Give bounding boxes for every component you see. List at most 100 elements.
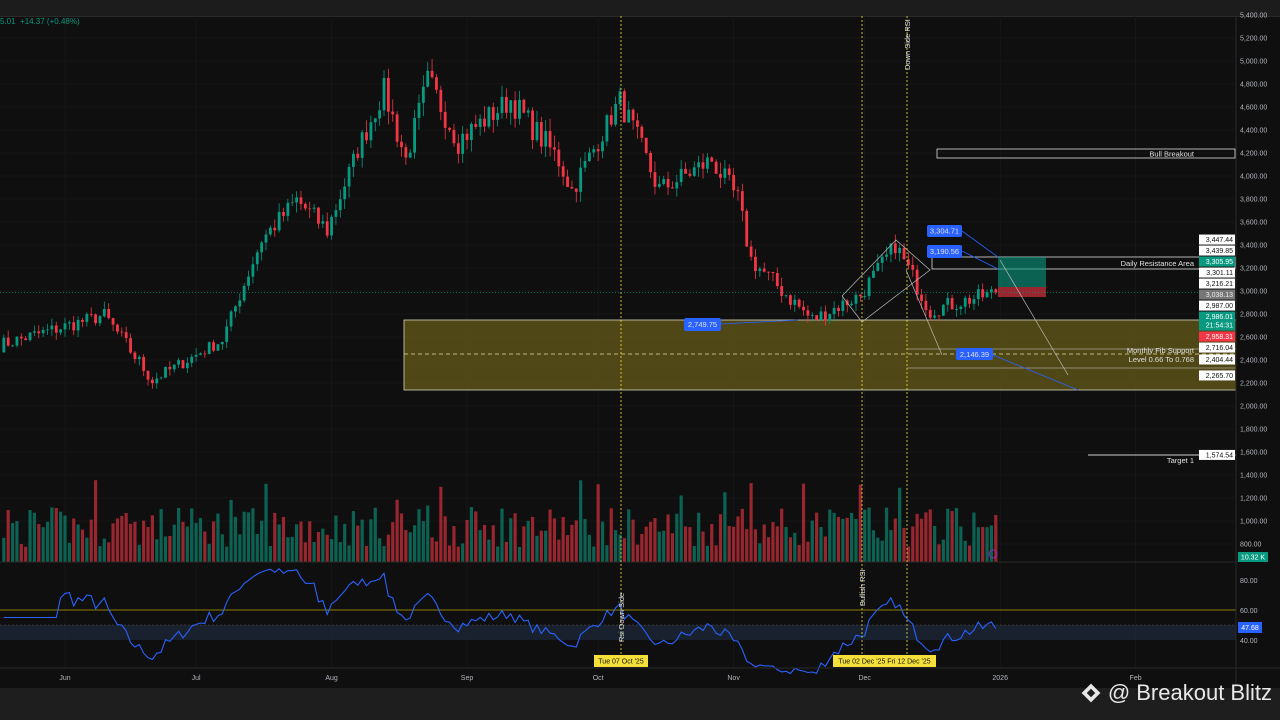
candle-body bbox=[692, 167, 696, 176]
candle-body bbox=[701, 162, 705, 169]
volume-bar bbox=[260, 520, 264, 562]
volume-bar bbox=[517, 546, 522, 562]
volume-bar bbox=[203, 531, 207, 562]
date-tag-dec-label: Tue 02 Dec '25 Fri 12 Dec '25 bbox=[838, 659, 930, 666]
candle-body bbox=[89, 313, 93, 315]
candle-body bbox=[832, 307, 836, 315]
volume-bar bbox=[347, 545, 351, 562]
volume-bar bbox=[701, 531, 705, 562]
candle-body bbox=[907, 259, 910, 265]
projection-line bbox=[905, 269, 943, 356]
time-axis[interactable]: Jun Jul Aug Sep Oct Nov Dec 2026 Feb bbox=[59, 675, 1141, 682]
callout-2749[interactable]: 2,749.75 bbox=[684, 318, 799, 331]
candle-body bbox=[229, 311, 233, 327]
price-tag bbox=[1199, 331, 1235, 342]
callout-3190[interactable]: 3,190.56 bbox=[927, 245, 999, 270]
candle-body bbox=[570, 186, 574, 189]
candle-body bbox=[723, 168, 727, 178]
candle-body bbox=[780, 286, 784, 296]
volume-bar bbox=[399, 513, 404, 562]
candle-body bbox=[478, 118, 482, 127]
candle-body bbox=[797, 299, 801, 307]
candle-body bbox=[321, 221, 325, 224]
volume-bar bbox=[989, 525, 994, 562]
candle-body bbox=[247, 276, 250, 286]
fib-support-label-1: Monthly Fib Support bbox=[1127, 346, 1195, 355]
candle-body bbox=[338, 199, 342, 211]
candle-body bbox=[596, 149, 600, 152]
price-tag-label: 3,305.95 bbox=[1206, 259, 1233, 266]
candle-body bbox=[841, 300, 845, 312]
monthly-fib-support-zone[interactable] bbox=[403, 319, 1237, 391]
candle-body bbox=[98, 316, 102, 324]
candle-body bbox=[684, 168, 687, 174]
volume-bar bbox=[102, 538, 106, 562]
candle-body bbox=[76, 319, 80, 331]
volume-bar bbox=[570, 524, 574, 562]
volume-bar bbox=[159, 509, 163, 562]
callout-3304[interactable]: 3,304.71 bbox=[927, 225, 999, 258]
candle-body bbox=[854, 294, 858, 304]
candle-body bbox=[880, 256, 884, 263]
candle-body bbox=[994, 289, 998, 293]
volume-bar bbox=[648, 521, 653, 562]
long-position-target-zone[interactable] bbox=[998, 257, 1046, 287]
candle-body bbox=[268, 227, 272, 235]
volume-bar bbox=[793, 532, 797, 562]
volume-bar bbox=[688, 527, 692, 562]
candle-body bbox=[369, 122, 373, 141]
callout-label: 2,749.75 bbox=[688, 320, 717, 329]
bull-breakout-box[interactable] bbox=[936, 148, 1236, 159]
volume-bar bbox=[828, 509, 832, 562]
candle-body bbox=[308, 208, 312, 210]
candle-body bbox=[911, 264, 915, 270]
candle-body bbox=[976, 289, 980, 300]
candle-body bbox=[33, 331, 36, 333]
candle-body bbox=[553, 147, 556, 150]
candle-body bbox=[15, 336, 19, 346]
bottom-bar bbox=[0, 688, 1280, 720]
bull-breakout-label: Bull Breakout bbox=[1149, 150, 1195, 159]
volume-bar bbox=[565, 535, 570, 562]
candle-body bbox=[662, 179, 666, 184]
volume-bar bbox=[788, 537, 793, 562]
alert-icon[interactable] bbox=[988, 549, 998, 559]
volume-bar bbox=[679, 495, 683, 562]
long-position-stop-zone[interactable] bbox=[998, 287, 1046, 297]
candle-body bbox=[963, 297, 967, 307]
volume-bar bbox=[360, 519, 364, 562]
volume-bar bbox=[854, 518, 858, 562]
volume-bar bbox=[54, 507, 58, 562]
volume-bar bbox=[928, 509, 932, 562]
candle-body bbox=[732, 174, 736, 191]
volume-bar bbox=[504, 541, 508, 562]
candle-body bbox=[491, 107, 495, 120]
volume-bar bbox=[207, 543, 211, 562]
price-axis-label: 5,200.00 bbox=[1240, 36, 1267, 43]
last-price-tag bbox=[1199, 311, 1235, 331]
price-axis-label: 800.00 bbox=[1240, 542, 1262, 549]
price-axis[interactable]: 5,400.00 5,200.00 5,000.00 4,800.00 4,600.00… bbox=[1240, 13, 1267, 549]
volume-bar bbox=[220, 534, 224, 562]
candle-body bbox=[461, 133, 465, 154]
volume-bar bbox=[561, 517, 565, 562]
price-tag bbox=[1199, 370, 1235, 381]
candle-body bbox=[500, 96, 504, 114]
callout-2146[interactable]: 2,146.39 bbox=[956, 348, 1079, 391]
candle-body bbox=[697, 162, 701, 168]
candle-body bbox=[758, 268, 762, 272]
candle-body bbox=[330, 216, 333, 236]
volume-bar bbox=[128, 523, 133, 562]
price-axis-label: 2,600.00 bbox=[1240, 335, 1267, 342]
volume-bar bbox=[801, 483, 806, 562]
candle-body bbox=[59, 329, 63, 333]
volume-bar bbox=[994, 514, 998, 562]
volume-bar bbox=[753, 529, 758, 562]
rsi-value-tag bbox=[1238, 622, 1262, 633]
time-axis-label: Dec bbox=[858, 675, 871, 682]
candle-body bbox=[535, 122, 539, 141]
price-tag bbox=[1199, 256, 1235, 267]
candle-body bbox=[837, 307, 840, 312]
volume-bar bbox=[290, 536, 294, 562]
